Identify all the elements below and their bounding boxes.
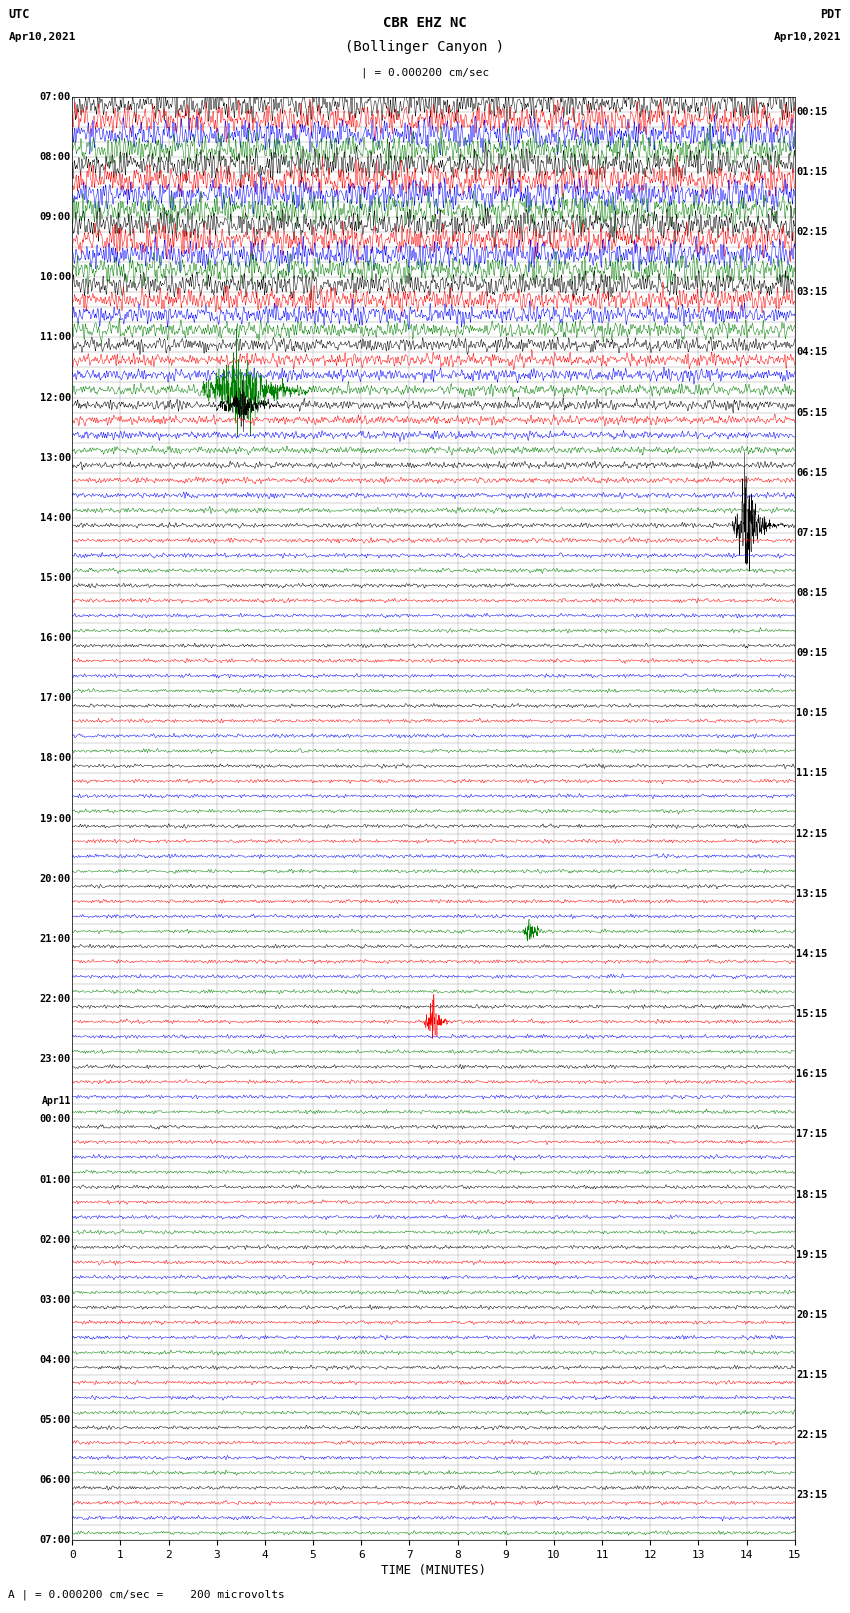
Text: 10:00: 10:00: [40, 273, 71, 282]
Text: 16:00: 16:00: [40, 634, 71, 644]
Text: 03:15: 03:15: [796, 287, 827, 297]
Text: Apr11: Apr11: [42, 1097, 71, 1107]
Text: Apr10,2021: Apr10,2021: [774, 32, 842, 42]
Text: 19:15: 19:15: [796, 1250, 827, 1260]
Text: 06:15: 06:15: [796, 468, 827, 477]
Text: 20:00: 20:00: [40, 874, 71, 884]
Text: 18:15: 18:15: [796, 1189, 827, 1200]
Text: 15:00: 15:00: [40, 573, 71, 582]
Text: 07:00: 07:00: [40, 92, 71, 102]
Text: 10:15: 10:15: [796, 708, 827, 718]
Text: 02:15: 02:15: [796, 227, 827, 237]
Text: 03:00: 03:00: [40, 1295, 71, 1305]
Text: 14:15: 14:15: [796, 948, 827, 960]
Text: 18:00: 18:00: [40, 753, 71, 763]
Text: 06:00: 06:00: [40, 1476, 71, 1486]
Text: 11:00: 11:00: [40, 332, 71, 342]
Text: 20:15: 20:15: [796, 1310, 827, 1319]
Text: 07:15: 07:15: [796, 527, 827, 537]
Text: 14:00: 14:00: [40, 513, 71, 523]
Text: UTC: UTC: [8, 8, 30, 21]
Text: 13:15: 13:15: [796, 889, 827, 898]
Text: 17:00: 17:00: [40, 694, 71, 703]
Text: 15:15: 15:15: [796, 1010, 827, 1019]
Text: A | = 0.000200 cm/sec =    200 microvolts: A | = 0.000200 cm/sec = 200 microvolts: [8, 1589, 286, 1600]
Text: 08:00: 08:00: [40, 152, 71, 161]
Text: 17:15: 17:15: [796, 1129, 827, 1139]
Text: 19:00: 19:00: [40, 813, 71, 824]
Text: 11:15: 11:15: [796, 768, 827, 779]
Text: 13:00: 13:00: [40, 453, 71, 463]
Text: 09:00: 09:00: [40, 211, 71, 223]
Text: 12:00: 12:00: [40, 392, 71, 403]
Text: 23:00: 23:00: [40, 1055, 71, 1065]
X-axis label: TIME (MINUTES): TIME (MINUTES): [381, 1565, 486, 1578]
Text: 01:00: 01:00: [40, 1174, 71, 1184]
Text: 05:15: 05:15: [796, 408, 827, 418]
Text: 23:15: 23:15: [796, 1490, 827, 1500]
Text: | = 0.000200 cm/sec: | = 0.000200 cm/sec: [361, 68, 489, 79]
Text: 09:15: 09:15: [796, 648, 827, 658]
Text: 21:15: 21:15: [796, 1369, 827, 1381]
Text: 07:00: 07:00: [40, 1536, 71, 1545]
Text: (Bollinger Canyon ): (Bollinger Canyon ): [345, 40, 505, 55]
Text: 04:00: 04:00: [40, 1355, 71, 1365]
Text: 02:00: 02:00: [40, 1234, 71, 1245]
Text: 16:15: 16:15: [796, 1069, 827, 1079]
Text: 08:15: 08:15: [796, 589, 827, 598]
Text: CBR EHZ NC: CBR EHZ NC: [383, 16, 467, 31]
Text: 22:15: 22:15: [796, 1431, 827, 1440]
Text: 01:15: 01:15: [796, 168, 827, 177]
Text: 00:00: 00:00: [40, 1115, 71, 1124]
Text: 00:15: 00:15: [796, 106, 827, 116]
Text: 22:00: 22:00: [40, 994, 71, 1003]
Text: 05:00: 05:00: [40, 1415, 71, 1426]
Text: 21:00: 21:00: [40, 934, 71, 944]
Text: Apr10,2021: Apr10,2021: [8, 32, 76, 42]
Text: 04:15: 04:15: [796, 347, 827, 358]
Text: 12:15: 12:15: [796, 829, 827, 839]
Text: PDT: PDT: [820, 8, 842, 21]
